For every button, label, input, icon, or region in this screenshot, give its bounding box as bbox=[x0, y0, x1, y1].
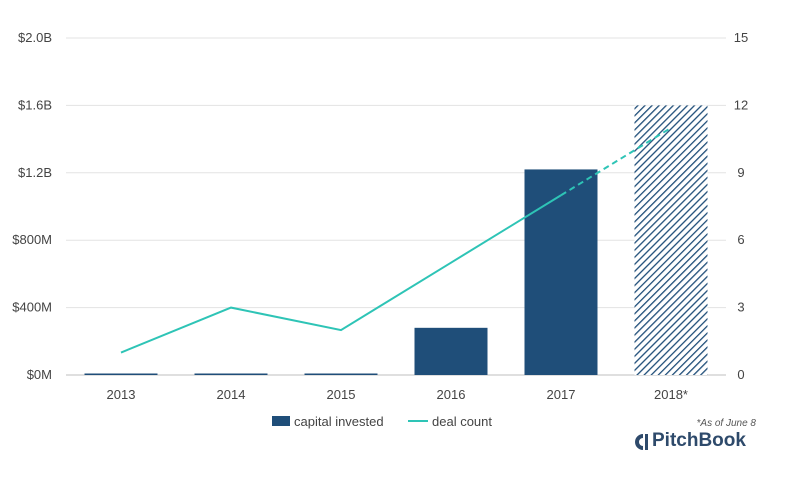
x-tick-label: 2013 bbox=[107, 387, 136, 402]
y-left-tick-label: $800M bbox=[12, 232, 52, 247]
deal-count-line-projected bbox=[560, 127, 672, 197]
deal-count-line bbox=[120, 194, 562, 354]
y-right-tick-label: 0 bbox=[737, 367, 744, 382]
bar-capital-invested bbox=[304, 373, 378, 375]
y-left-tick-label: $1.6B bbox=[18, 97, 52, 112]
gridlines bbox=[66, 37, 726, 376]
legend: capital invested deal count bbox=[272, 414, 492, 429]
bar-series bbox=[84, 105, 708, 376]
legend-label-deal-count: deal count bbox=[432, 414, 492, 429]
x-tick-label: 2015 bbox=[327, 387, 356, 402]
pitchbook-logo: PitchBook bbox=[635, 430, 746, 451]
y-right-tick-label: 6 bbox=[737, 232, 744, 247]
bar-capital-invested bbox=[194, 373, 268, 375]
x-tick-label: 2017 bbox=[547, 387, 576, 402]
legend-swatch-capital-invested bbox=[272, 416, 290, 426]
legend-label-capital-invested: capital invested bbox=[294, 414, 384, 429]
y-right-tick-label: 12 bbox=[734, 97, 748, 112]
y-right-tick-label: 9 bbox=[737, 165, 744, 180]
x-tick-label: 2018* bbox=[654, 387, 688, 402]
bar-capital-invested bbox=[524, 169, 598, 375]
x-tick-label: 2016 bbox=[437, 387, 466, 402]
y-right-tick-label: 15 bbox=[734, 30, 748, 45]
annotation-note: *As of June 8 bbox=[697, 418, 757, 429]
line-series bbox=[120, 127, 672, 354]
pitchbook-logo-text: PitchBook bbox=[652, 430, 746, 451]
y-right-tick-label: 3 bbox=[737, 300, 744, 315]
x-tick-label: 2014 bbox=[217, 387, 246, 402]
y-left-tick-label: $400M bbox=[12, 300, 52, 315]
bar-capital-invested bbox=[634, 105, 708, 376]
axes: $0M $400M $800M $1.2B $1.6B $2.0B 0 3 6 9 12 15 2013… bbox=[12, 30, 748, 402]
pitchbook-logo-icon bbox=[635, 434, 648, 450]
y-left-tick-label: $0M bbox=[27, 367, 52, 382]
y-left-tick-label: $2.0B bbox=[18, 30, 52, 45]
y-left-tick-label: $1.2B bbox=[18, 165, 52, 180]
bar-capital-invested bbox=[414, 327, 488, 375]
bar-capital-invested bbox=[84, 373, 158, 375]
